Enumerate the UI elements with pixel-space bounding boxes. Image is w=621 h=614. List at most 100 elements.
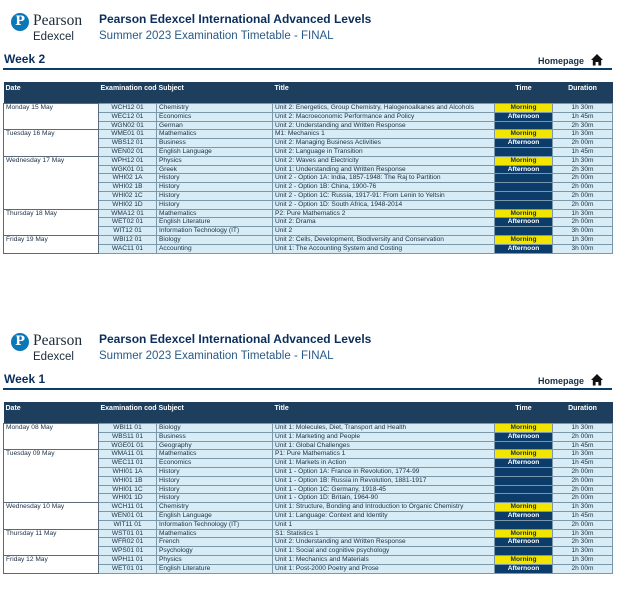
exam-title: Unit 1: Mechanics and Materials xyxy=(272,554,495,565)
exam-title: Unit 2: Managing Business Activities xyxy=(272,138,495,148)
exam-title: Unit 1: Global Challenges xyxy=(272,440,495,451)
exam-subject: Biology xyxy=(156,234,273,245)
exam-time: Afternoon xyxy=(494,510,553,521)
exam-time xyxy=(494,546,553,556)
table-row: WPS01 01 Psychology Unit 1: Social and cog… xyxy=(4,546,613,556)
exam-duration: 2h 00m xyxy=(552,519,613,530)
table-row: Monday 08 May WBI11 01 Biology Unit 1: Mole… xyxy=(3,422,613,451)
exam-duration: 2h 00m xyxy=(552,466,613,477)
table-row: WHI02 1C History Unit 2 - Option 1C: Russi… xyxy=(4,190,613,201)
exam-subject: English Literature xyxy=(156,563,273,574)
table-header-row: Date Examination code Subject Title Time Dura… xyxy=(3,402,613,424)
table-row: WET01 01 English Literature Unit 1: Post-2… xyxy=(4,563,613,574)
exam-subject: History xyxy=(156,190,273,201)
header-subject: Subject xyxy=(156,402,273,424)
exam-title: Unit 1: Understanding and Written Respon… xyxy=(272,164,495,175)
exam-time: Morning xyxy=(494,449,553,460)
exam-subject: Business xyxy=(156,431,273,442)
exam-subject: Greek xyxy=(156,164,273,175)
exam-date: Wednesday 17 May xyxy=(3,155,99,210)
week-2-section: P Pearson Edexcel Pearson Edexcel Internati… xyxy=(3,10,613,290)
exam-code: WST01 01 xyxy=(98,528,157,539)
exam-date: Wednesday 10 May xyxy=(3,502,99,530)
exam-subject: Economics xyxy=(156,458,273,468)
exam-code: WHI01 1B xyxy=(98,475,157,486)
exam-code: WHI02 1B xyxy=(98,182,157,192)
exam-duration: 2h 00m xyxy=(552,475,613,486)
exam-subject: History xyxy=(156,475,273,486)
exam-code: WCH12 01 xyxy=(98,103,157,113)
week-header: Week 1 Homepage xyxy=(3,372,612,390)
home-icon[interactable] xyxy=(590,53,604,67)
exam-duration: 1h 45m xyxy=(552,146,613,157)
exam-subject: French xyxy=(156,537,273,548)
document-title: Pearson Edexcel International Advanced L… xyxy=(99,12,372,26)
exam-time xyxy=(494,493,553,504)
pearson-logo-icon: P xyxy=(11,333,29,351)
exam-subject: Chemistry xyxy=(156,103,273,113)
exam-duration: 2h 00m xyxy=(552,563,613,574)
exam-subject: Accounting xyxy=(156,243,273,254)
exam-time xyxy=(494,484,553,495)
home-icon[interactable] xyxy=(590,373,604,387)
week-1-section: P Pearson Edexcel Pearson Edexcel Internati… xyxy=(3,330,613,612)
exam-time: Afternoon xyxy=(494,111,553,122)
exam-title: Unit 2: Language in Transition xyxy=(272,146,495,157)
exam-time xyxy=(494,440,553,451)
table-row: Thursday 18 May WMA12 01 Mathematics P2: Pu… xyxy=(3,208,613,236)
exam-subject: Mathematics xyxy=(156,449,273,460)
exam-code: WHI01 1D xyxy=(98,493,157,504)
exam-duration: 1h 30m xyxy=(552,554,613,565)
exam-time xyxy=(494,226,553,236)
exam-time xyxy=(494,475,553,486)
exam-time: Afternoon xyxy=(494,138,553,148)
exam-subject: History xyxy=(156,199,273,210)
document-title: Pearson Edexcel International Advanced L… xyxy=(99,332,372,346)
exam-code: WBI11 01 xyxy=(98,423,157,433)
exam-code: WPH11 01 xyxy=(98,554,157,565)
exam-title: Unit 2 - Option 1A: India, 1857-1948: Th… xyxy=(272,173,495,184)
header-duration: Duration xyxy=(552,82,613,104)
exam-time: Morning xyxy=(494,155,553,166)
exam-subject: Mathematics xyxy=(156,528,273,539)
exam-subject: History xyxy=(156,173,273,184)
exam-duration: 2h 00m xyxy=(552,182,613,192)
exam-title: Unit 2 - Option 1C: Russia, 1917-91: Fro… xyxy=(272,190,495,201)
exam-time: Morning xyxy=(494,423,553,433)
exam-code: WGE01 01 xyxy=(98,440,157,451)
exam-code: WMA11 01 xyxy=(98,449,157,460)
homepage-link[interactable]: Homepage xyxy=(537,56,584,66)
exam-subject: Geography xyxy=(156,440,273,451)
exam-duration: 1h 30m xyxy=(552,449,613,460)
exam-title: Unit 1 - Option 1B: Russia in Revolution… xyxy=(272,475,495,486)
exam-title: Unit 2 - Option 1B: China, 1900-76 xyxy=(272,182,495,192)
exam-title: Unit 2: Waves and Electricity xyxy=(272,155,495,166)
exam-code: WFR02 01 xyxy=(98,537,157,548)
exam-time: Afternoon xyxy=(494,537,553,548)
exam-time xyxy=(494,146,553,157)
exam-time: Morning xyxy=(494,528,553,539)
exam-subject: Biology xyxy=(156,423,273,433)
exam-date: Tuesday 09 May xyxy=(3,449,99,504)
exam-time xyxy=(494,199,553,210)
brand-sub: Edexcel xyxy=(33,351,74,363)
exam-title: Unit 2: Energetics, Group Chemistry, Hal… xyxy=(272,103,495,113)
exam-subject: Physics xyxy=(156,155,273,166)
exam-code: WGK01 01 xyxy=(98,164,157,175)
exam-time: Afternoon xyxy=(494,431,553,442)
exam-duration: 1h 30m xyxy=(552,546,613,556)
exam-subject: English Literature xyxy=(156,217,273,228)
exam-title: Unit 1: Molecules, Diet, Transport and H… xyxy=(272,423,495,433)
exam-code: WIT11 01 xyxy=(98,519,157,530)
exam-duration: 1h 45m xyxy=(552,458,613,468)
exam-code: WIT12 01 xyxy=(98,226,157,236)
exam-duration: 2h 00m xyxy=(552,431,613,442)
brand-name: Pearson xyxy=(33,332,83,349)
header-title: Title xyxy=(272,402,495,424)
exam-duration: 1h 30m xyxy=(552,103,613,113)
exam-time: Afternoon xyxy=(494,217,553,228)
homepage-link[interactable]: Homepage xyxy=(537,376,584,386)
exam-time xyxy=(494,173,553,184)
exam-duration: 1h 30m xyxy=(552,423,613,433)
exam-code: WHI02 1D xyxy=(98,199,157,210)
